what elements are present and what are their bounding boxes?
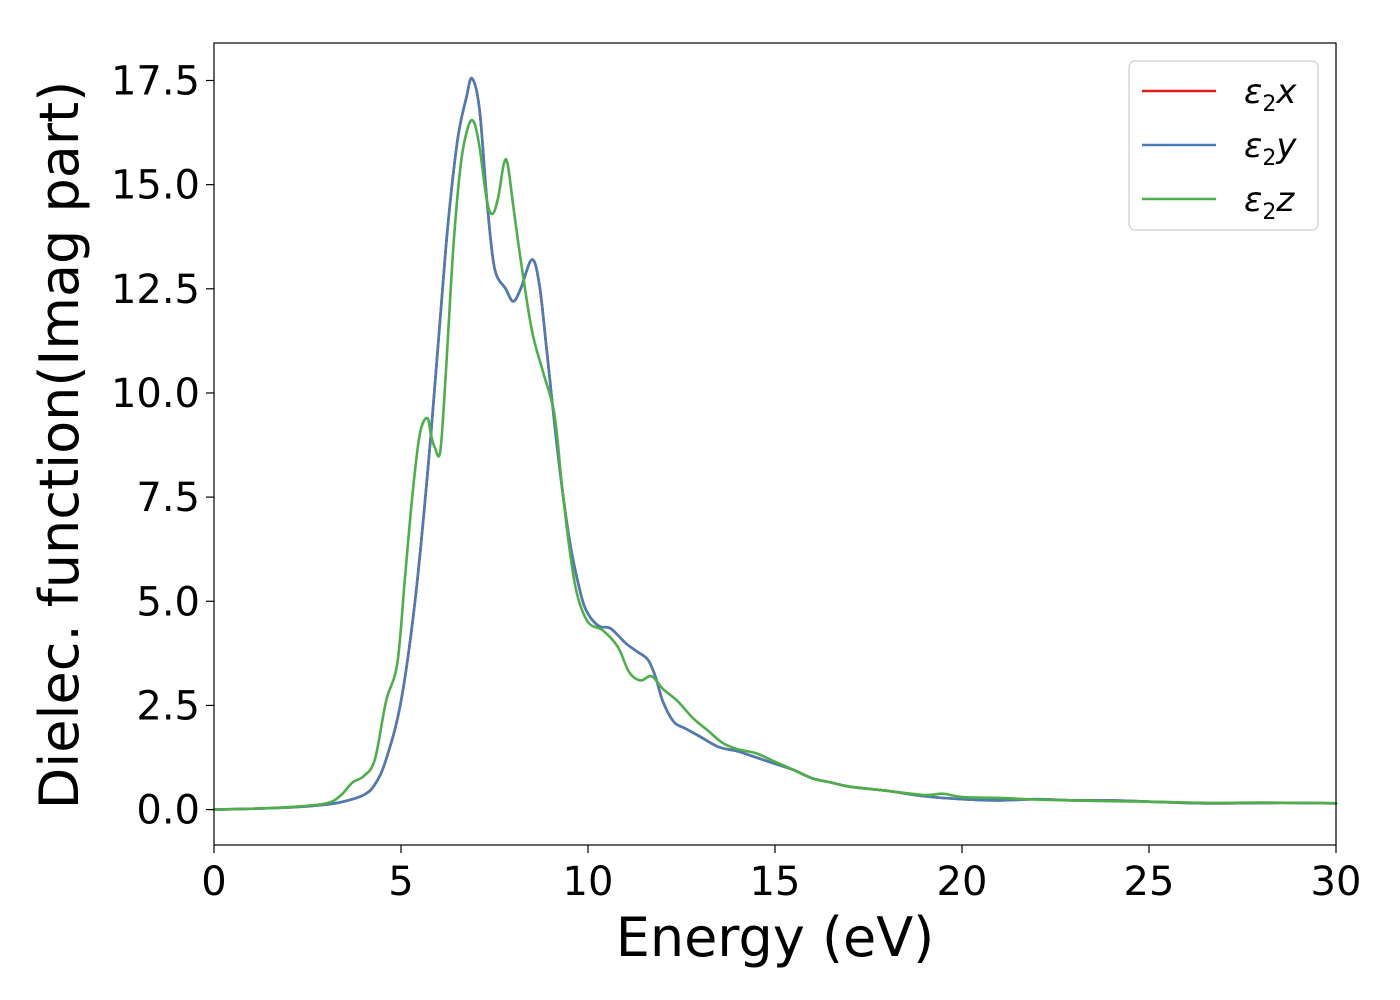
y-tick-label: 15.0 [111,163,200,209]
legend-label-x: ε2x [1244,72,1297,117]
x-tick-label: 15 [750,859,801,905]
y-tick-label: 10.0 [111,371,200,417]
legend-label-z: ε2z [1244,180,1295,225]
y-axis-title: Dielec. function(Imag part) [28,81,91,810]
series-layer [212,76,1338,811]
x-tick-label: 5 [388,859,413,905]
y-tick-label: 17.5 [111,58,200,104]
legend: ε2x ε2y ε2z [1128,60,1319,231]
x-tick-label: 0 [201,859,226,905]
x-tick-label: 25 [1124,859,1175,905]
y-tick-label: 0.0 [136,788,200,834]
x-tick-label: 20 [937,859,988,905]
x-axis-title: Energy (eV) [616,906,935,969]
legend-box [1128,60,1319,231]
y-tick-label: 2.5 [136,683,200,729]
y-tick-label: 7.5 [136,475,200,521]
series-line-z [212,118,1338,811]
legend-label-y: ε2y [1244,126,1297,171]
y-tick-label: 5.0 [136,579,200,625]
x-axis-ticks: 0 5 10 15 20 25 30 [201,845,1361,905]
y-axis-ticks: 0.0 2.5 5.0 7.5 10.0 12.5 15.0 17.5 [111,58,214,834]
x-tick-label: 30 [1311,859,1362,905]
x-tick-label: 10 [563,859,614,905]
y-tick-label: 12.5 [111,267,200,313]
series-line-y [212,76,1338,811]
